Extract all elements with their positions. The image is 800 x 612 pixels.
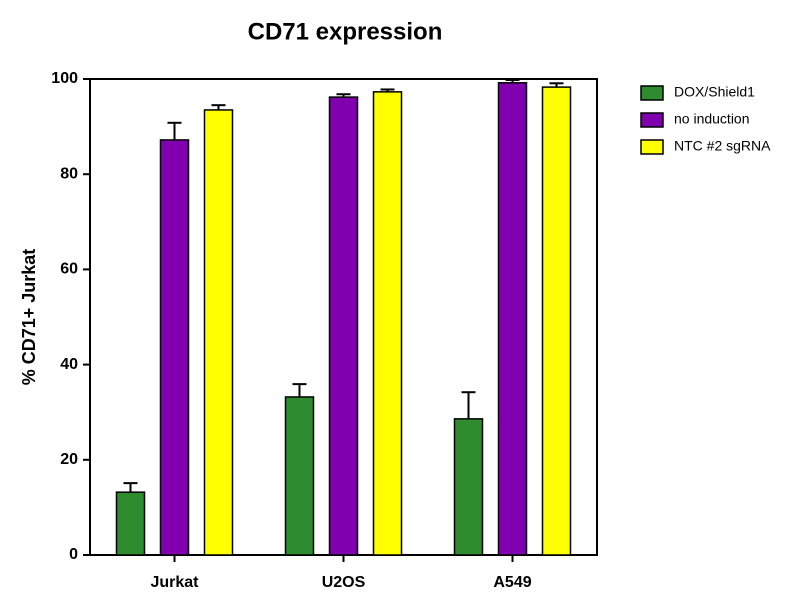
legend-label: NTC #2 sgRNA — [674, 138, 771, 154]
y-tick-label: 40 — [60, 356, 78, 373]
legend-label: no induction — [674, 111, 750, 127]
bar — [203, 109, 234, 556]
y-axis-label: % CD71+ Jurkat — [19, 249, 39, 386]
x-tick-label: U2OS — [322, 574, 366, 591]
bar — [328, 96, 359, 556]
legend-swatch — [640, 112, 664, 128]
bar — [372, 91, 403, 556]
bar — [541, 86, 572, 556]
x-tick-label: Jurkat — [150, 574, 199, 591]
x-tick-label: A549 — [493, 574, 531, 591]
legend-swatch — [640, 139, 664, 155]
y-tick-label: 60 — [60, 261, 78, 278]
y-tick-label: 0 — [69, 546, 78, 563]
bar — [453, 418, 484, 556]
y-tick-label: 100 — [51, 70, 78, 87]
legend-label: DOX/Shield1 — [674, 84, 755, 100]
bar — [497, 82, 528, 556]
y-tick-label: 20 — [60, 451, 78, 468]
bar — [159, 139, 190, 556]
legend-swatch — [640, 85, 664, 101]
chart-title: CD71 expression — [248, 18, 443, 45]
y-tick-label: 80 — [60, 165, 78, 182]
bar — [115, 491, 146, 556]
bar — [284, 396, 315, 556]
